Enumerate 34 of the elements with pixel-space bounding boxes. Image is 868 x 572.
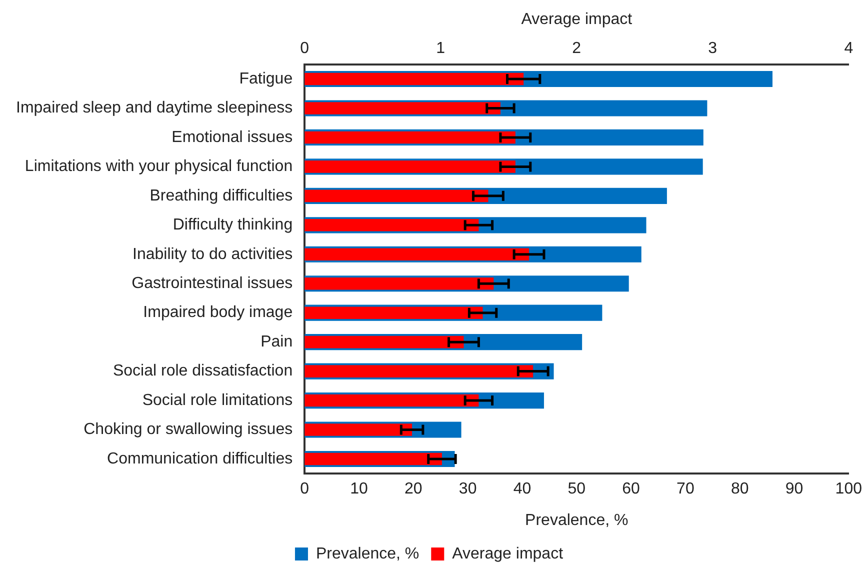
y-tick-label: Fatigue (239, 70, 293, 88)
y-tick-label: Pain (260, 333, 293, 350)
x-tick-label: 70 (676, 480, 694, 498)
y-tick-label: Social role limitations (142, 392, 293, 409)
x-tick-label: 30 (458, 480, 477, 498)
x-tick-label: 90 (785, 480, 804, 498)
y-tick-label: Impaired sleep and daytime sleepiness (16, 100, 293, 117)
y-tick-label: Impaired body image (143, 304, 293, 322)
x-tick-label: 100 (835, 480, 862, 498)
x2-tick-label: 2 (572, 40, 582, 58)
x-tick-label: 50 (568, 480, 586, 498)
y-tick-label: Breathing difficulties (150, 187, 293, 204)
x-tick-label: 60 (622, 480, 640, 498)
x2-tick-label: 1 (436, 40, 446, 58)
x2-axis-title: Average impact (521, 11, 633, 28)
y-tick-label: Inability to do activities (132, 246, 293, 263)
legend-label: Average impact (452, 545, 564, 562)
x-tick-label: 40 (513, 480, 532, 498)
y-tick-label: Emotional issues (172, 128, 293, 146)
y-tick-label: Gastrointestinal issues (132, 275, 293, 292)
legend-label: Prevalence, % (316, 545, 420, 562)
x-axis-title: Prevalence, % (525, 512, 628, 529)
x-tick-label: 20 (404, 480, 422, 498)
y-tick-label: Difficulty thinking (172, 216, 293, 234)
y-tick-label: Limitations with your physical function (24, 158, 293, 176)
y-tick-label: Communication difficulties (107, 450, 293, 468)
x2-tick-label: 4 (844, 40, 854, 58)
x-tick-label: 0 (300, 480, 310, 498)
y-tick-label: Social role dissatisfaction (112, 362, 293, 380)
y-tick-label: Choking or swallowing issues (84, 421, 293, 438)
x2-tick-label: 0 (300, 40, 310, 58)
x2-tick-label: 3 (708, 40, 718, 58)
x-tick-label: 10 (350, 480, 368, 498)
x-tick-label: 80 (730, 480, 749, 498)
